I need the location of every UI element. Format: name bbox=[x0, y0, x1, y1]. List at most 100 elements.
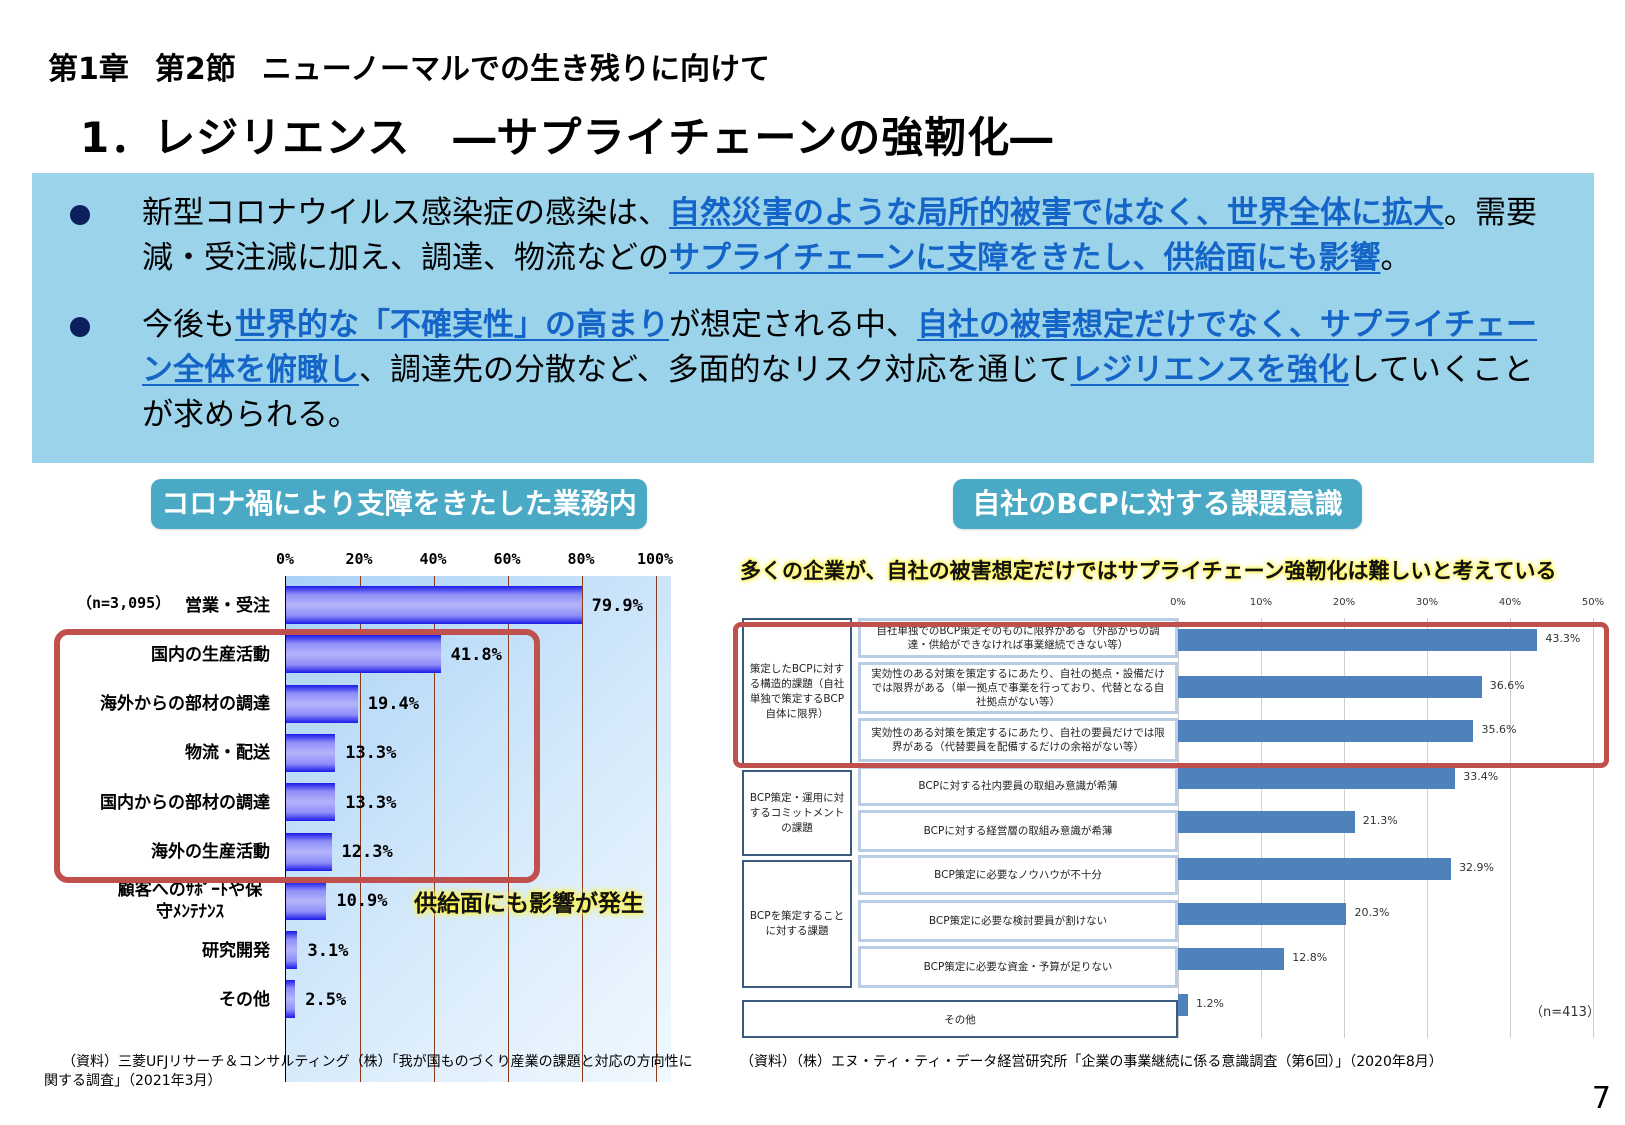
bar bbox=[286, 931, 298, 970]
right-sample-size: （n=413） bbox=[1530, 1005, 1600, 1020]
highlight-text: レジリエンスを強化 bbox=[1070, 352, 1349, 388]
left-sample-size: （n=3,095） bbox=[77, 594, 171, 612]
bullet-2-text: 今後も世界的な「不確実性」の高まりが想定される中、自社の被害想定だけでなく、サプ… bbox=[142, 303, 1550, 438]
category-label-other: その他 bbox=[742, 1000, 1178, 1038]
value-label: 20.3% bbox=[1354, 906, 1390, 919]
bar-row: 国内の生産活動 41.8% bbox=[151, 629, 671, 680]
bullet-1-text: 新型コロナウイルス感染症の感染は、自然災害のような局所的被害ではなく、世界全体に… bbox=[142, 191, 1550, 281]
bar-row: 物流・配送 13.3% bbox=[185, 728, 671, 779]
value-label: 41.8% bbox=[450, 644, 502, 665]
page-title: 1．レジリエンス ―サプライチェーンの強靭化― bbox=[80, 113, 1054, 162]
value-label: 35.6% bbox=[1481, 723, 1517, 736]
bar bbox=[1178, 994, 1188, 1016]
bar bbox=[286, 783, 336, 822]
gridline bbox=[1427, 618, 1428, 1038]
x-tick-label: 50% bbox=[1581, 597, 1605, 608]
group-label: BCP策定・運用に対するコミットメントの課題 bbox=[742, 770, 852, 856]
category-label: 海外からの部材の調達 bbox=[100, 694, 270, 715]
right-x-axis-labels: 0% 10% 20% 30% 40% 50% bbox=[1170, 597, 1605, 613]
value-label: 13.3% bbox=[345, 792, 397, 813]
highlight-text: 自然災害のような局所的被害ではなく、世界全体に拡大 bbox=[669, 195, 1444, 231]
category-label: その他 bbox=[219, 989, 270, 1010]
category-label: 実効性のある対策を策定するにあたり、自社の要員だけでは限界がある（代替要員を配備… bbox=[858, 718, 1178, 762]
value-label: 79.9% bbox=[591, 595, 643, 616]
bar bbox=[286, 881, 327, 920]
gridline bbox=[508, 576, 509, 1082]
x-tick-label: 40% bbox=[419, 550, 447, 568]
chapter-heading: 第1章 第2節 ニューノーマルでの生き残りに向けて bbox=[48, 44, 796, 88]
bar-row: 研究開発 3.1% bbox=[202, 925, 671, 976]
left-highlight-frame bbox=[54, 629, 540, 883]
category-label: BCPに対する経営層の取組み意識が希薄 bbox=[858, 810, 1178, 852]
category-label: 物流・配送 bbox=[185, 743, 270, 764]
group-label: 策定したBCPに対する構造的課題（自社単独で策定するBCP自体に限界） bbox=[742, 618, 852, 766]
bar bbox=[286, 832, 332, 871]
gridline bbox=[434, 576, 435, 1082]
category-label: BCP策定に必要な資金・予算が足りない bbox=[858, 946, 1178, 988]
bar bbox=[1178, 629, 1538, 651]
text-span: 、調達先の分散など、多面的なリスク対応を通じて bbox=[359, 352, 1071, 388]
category-label: 海外の生産活動 bbox=[151, 842, 270, 862]
category-label: BCP策定に必要なノウハウが不十分 bbox=[858, 855, 1178, 895]
text-span: 今後も bbox=[142, 307, 235, 343]
value-label: 3.1% bbox=[307, 940, 349, 961]
left-source-note: （資料）三菱UFJリサーチ＆コンサルティング（株）「我が国ものづくり産業の課題と… bbox=[44, 1054, 693, 1089]
x-tick-label: 40% bbox=[1498, 597, 1522, 608]
bullet-dot-icon bbox=[70, 317, 90, 337]
x-tick-label: 100% bbox=[636, 550, 674, 568]
x-tick-label: 0% bbox=[275, 550, 295, 568]
text-span: 。 bbox=[1380, 240, 1412, 276]
value-label: 43.3% bbox=[1545, 632, 1581, 645]
category-label: BCP策定に必要な検討要員が割けない bbox=[858, 900, 1178, 942]
x-tick-label: 0% bbox=[1170, 597, 1186, 608]
x-tick-label: 20% bbox=[345, 550, 373, 568]
right-headline: 多くの企業が、自社の被害想定だけではサプライチェーン強靭化は難しいと考えている bbox=[740, 559, 1557, 583]
value-label: 32.9% bbox=[1459, 861, 1495, 874]
text-span: していくことが求められる。 bbox=[142, 352, 1534, 433]
gridline bbox=[656, 576, 657, 1082]
left-chart: 0% 20% 40% 60% 80% 100% 営業・受注 79.9% 国内の生産活動 41.8… bbox=[0, 540, 700, 1082]
bar bbox=[286, 733, 336, 772]
category-label: 国内からの部材の調達 bbox=[100, 792, 270, 813]
bar bbox=[1178, 720, 1474, 742]
bar bbox=[286, 684, 358, 723]
value-label: 10.9% bbox=[336, 891, 388, 912]
bar-row: 国内からの部材の調達 13.3% bbox=[100, 777, 671, 828]
bar bbox=[286, 586, 582, 624]
x-tick-label: 60% bbox=[493, 550, 521, 568]
bar-row: 顧客へのｻﾎﾟｰﾄや保守ﾒﾝﾃﾅﾝｽ 10.9% bbox=[118, 876, 671, 927]
value-label: 2.5% bbox=[305, 989, 347, 1010]
value-label: 1.2% bbox=[1195, 997, 1224, 1010]
bar-row: 海外の生産活動 12.3% bbox=[151, 827, 671, 878]
right-source-note: （資料）（株）エヌ・ティ・ティ・データ経営研究所「企業の事業継続に係る意識調査（… bbox=[740, 1054, 1443, 1070]
category-label: 実効性のある対策を策定するにあたり、自社の拠点・設備だけでは限界がある（単一拠点… bbox=[858, 662, 1178, 714]
category-label: 国内の生産活動 bbox=[151, 644, 270, 665]
value-label: 33.4% bbox=[1463, 770, 1499, 783]
left-callout: 供給面にも影響が発生 bbox=[414, 891, 644, 917]
gridline bbox=[360, 576, 361, 1082]
value-label: 19.4% bbox=[367, 694, 419, 715]
category-label: 営業・受注 bbox=[185, 595, 270, 616]
page-number: 7 bbox=[1591, 1081, 1611, 1116]
bar-row: 営業・受注 79.9% bbox=[185, 580, 671, 631]
highlight-text: 自社の被害想定だけでなく、サプライチェーン全体を俯瞰し bbox=[142, 307, 1537, 388]
value-label: 12.3% bbox=[341, 842, 393, 862]
text-span: 新型コロナウイルス感染症の感染は、 bbox=[142, 195, 669, 231]
value-label: 13.3% bbox=[345, 743, 397, 764]
x-tick-label: 10% bbox=[1249, 597, 1273, 608]
x-tick-label: 80% bbox=[567, 550, 595, 568]
bar bbox=[1178, 903, 1347, 925]
left-x-axis-labels: 0% 20% 40% 60% 80% 100% bbox=[276, 550, 675, 570]
bar bbox=[1178, 948, 1285, 970]
highlight-text: 世界的な「不確実性」の高まり bbox=[235, 307, 669, 343]
text-span: 。需要減・受注減に加え、調達、物流などの bbox=[142, 195, 1537, 276]
group-label: BCPを策定することに対する課題 bbox=[742, 860, 852, 988]
text-span: が想定される中、 bbox=[669, 307, 917, 343]
x-tick-label: 30% bbox=[1415, 597, 1439, 608]
right-highlight-frame bbox=[733, 622, 1609, 768]
right-plot-area: 43.3% 36.6% 35.6% 33.4% 21.3% 32.9% 20.3% 12.8%… bbox=[1178, 618, 1603, 1038]
section-label: 第2節 bbox=[154, 52, 236, 87]
bar bbox=[1178, 858, 1452, 880]
gridline bbox=[1593, 618, 1594, 1038]
x-tick-label: 20% bbox=[1332, 597, 1356, 608]
